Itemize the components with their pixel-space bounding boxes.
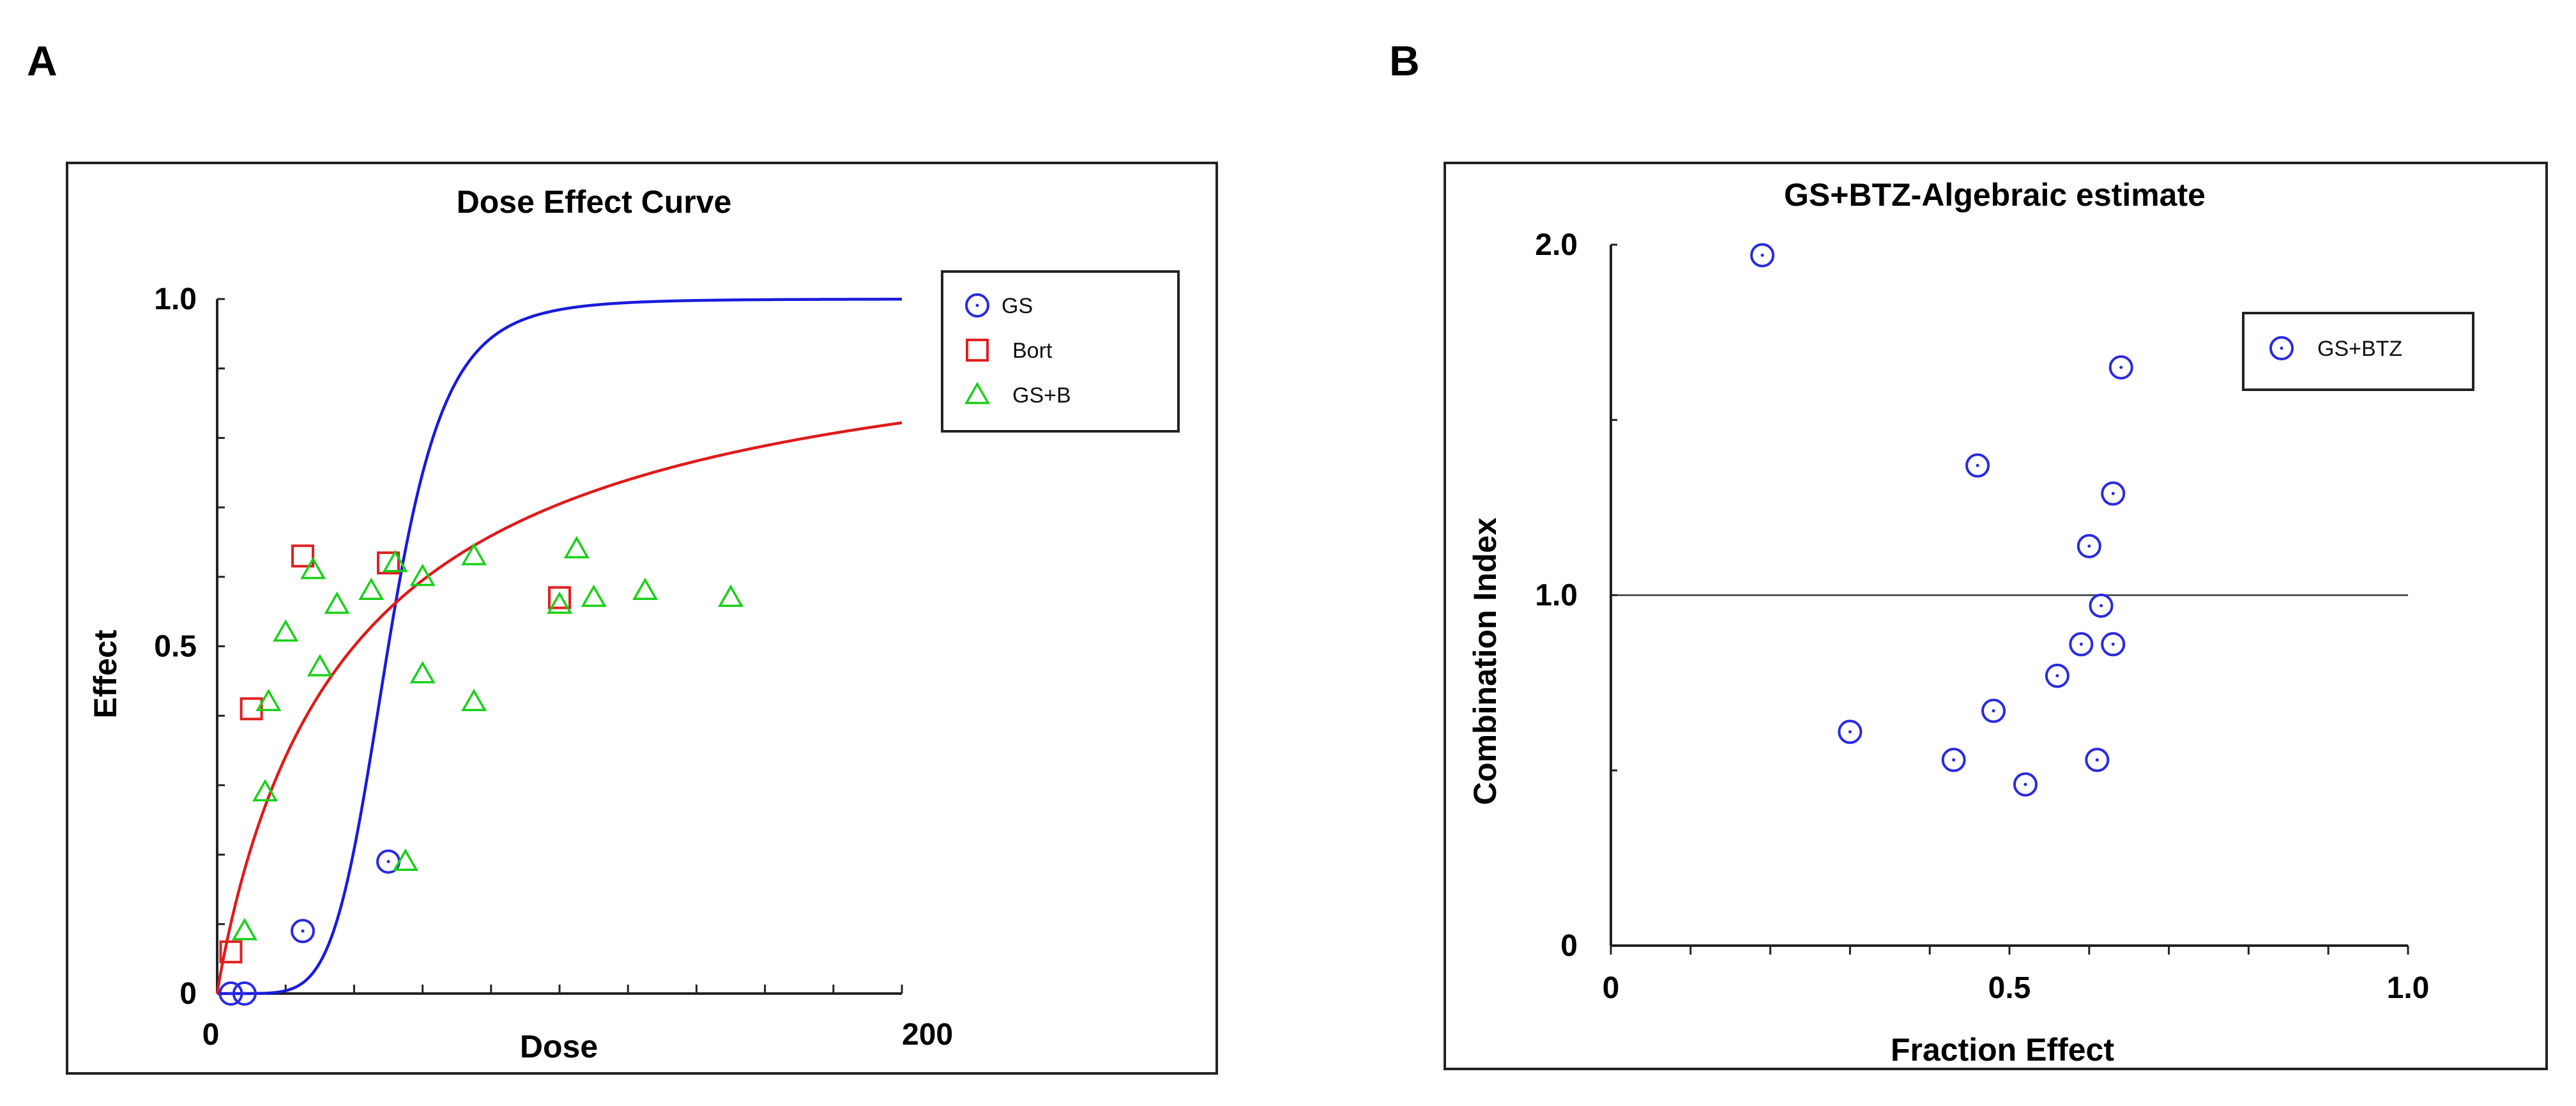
panel-a-letter: A (27, 37, 57, 84)
chart-a-legend-marker-bort (966, 339, 989, 362)
chart-a-point-gs (218, 981, 243, 1006)
chart-a-legend-label-gs-b: GS+B (1012, 383, 1071, 408)
chart-b-point-gs-btz (2085, 748, 2110, 772)
chart-a-point-gs-b (409, 661, 436, 684)
chart-a-x-tick-label: 200 (902, 1018, 953, 1052)
chart-b-point-gs-btz (1750, 243, 1775, 268)
chart-a-point-gs-b (546, 591, 573, 614)
chart-a-point-gs-b (461, 542, 487, 565)
chart-a-legend-marker-gs-b (964, 381, 991, 404)
dose-effect-chart: Dose Effect Curve 0 200 0 0.5 1.0 Dose Effec… (66, 162, 1218, 1075)
chart-a-point-bort (240, 697, 263, 721)
chart-a-point-gs-b (358, 578, 385, 601)
chart-a-point-gs-b (461, 688, 487, 711)
chart-b-point-gs-btz (2077, 534, 2101, 558)
chart-b-legend-marker-gs-btz (2269, 336, 2294, 360)
chart-a-point-gs-b (324, 591, 350, 614)
chart-a-point-gs (291, 919, 315, 944)
chart-b-point-gs-btz (1965, 453, 1990, 478)
chart-a-point-gs (232, 981, 257, 1006)
chart-b-y-tick-label: 2.0 (1535, 228, 1578, 262)
chart-a-point-bort (548, 586, 571, 610)
chart-a-point-gs-b (307, 654, 333, 677)
chart-a-point-gs-b (563, 535, 590, 558)
chart-b-point-gs-btz (1941, 748, 1966, 772)
chart-b-point-gs-btz (2069, 632, 2094, 657)
chart-a-point-gs-b (392, 848, 418, 871)
chart-b-legend-box (2242, 312, 2474, 391)
chart-b-point-gs-btz (2101, 481, 2126, 506)
chart-a-point-gs-b (231, 918, 257, 941)
chart-a-legend-label-gs: GS (1002, 294, 1033, 318)
chart-a-point-gs-b (409, 564, 436, 587)
chart-a-legend: GS Bort GS+B (941, 270, 1180, 433)
chart-a-legend-marker-gs (965, 293, 989, 318)
chart-b-point-gs-btz (2013, 772, 2038, 797)
chart-b-y-axis-title: Combination Index (1467, 518, 1503, 805)
combination-index-chart: GS+BTZ-Algebraic estimate 0 0.5 1.0 0 1.0 2.0… (1444, 162, 2548, 1070)
chart-b-point-gs-btz (1838, 719, 1863, 744)
chart-b-x-tick-label: 0 (1603, 971, 1620, 1005)
chart-b-y-tick-label: 1.0 (1535, 579, 1578, 613)
chart-b-point-gs-btz (2101, 632, 2126, 657)
chart-a-y-axis-title: Effect (88, 629, 123, 718)
chart-a-y-tick-label: 0.5 (154, 630, 197, 664)
chart-a-point-gs-b (717, 584, 744, 607)
chart-a-y-tick-label: 0 (179, 977, 197, 1011)
chart-b-x-tick-label: 1.0 (2387, 971, 2430, 1005)
chart-b-point-gs-btz (2108, 355, 2133, 380)
chart-a-point-bort (291, 544, 314, 568)
chart-a-y-tick-label: 1.0 (154, 282, 197, 316)
chart-b-legend: GS+BTZ (2242, 312, 2474, 391)
panel-b-letter: B (1389, 37, 1420, 84)
chart-a-point-bort (219, 940, 243, 964)
chart-b-x-tick-label: 0.5 (1988, 971, 2031, 1005)
chart-b-y-tick-label: 0 (1560, 929, 1578, 963)
chart-a-point-gs-b (382, 549, 408, 572)
chart-a-x-tick-label: 0 (202, 1018, 220, 1052)
chart-b-point-gs-btz (1981, 698, 2006, 723)
chart-a-point-gs-b (255, 688, 282, 711)
chart-b-point-gs-btz (2089, 593, 2114, 618)
chart-a-curve-gs (217, 298, 902, 995)
chart-a-legend-box (941, 270, 1180, 433)
chart-a-point-gs-b (581, 584, 607, 607)
chart-b-legend-label-gs-btz: GS+BTZ (2317, 337, 2402, 361)
chart-a-title: Dose Effect Curve (457, 184, 732, 220)
chart-a-point-gs-b (632, 578, 659, 601)
chart-a-point-gs-b (273, 619, 299, 642)
chart-a-point-gs-b (252, 779, 278, 802)
chart-a-point-bort (377, 551, 400, 575)
chart-a-legend-label-bort: Bort (1012, 339, 1053, 363)
chart-b-point-gs-btz (2045, 663, 2069, 688)
chart-a-point-gs-b (300, 557, 326, 580)
chart-b-x-axis-title: Fraction Effect (1891, 1032, 2114, 1068)
chart-a-x-axis-title: Dose (520, 1029, 598, 1064)
chart-b-title: GS+BTZ-Algebraic estimate (1784, 177, 2206, 213)
